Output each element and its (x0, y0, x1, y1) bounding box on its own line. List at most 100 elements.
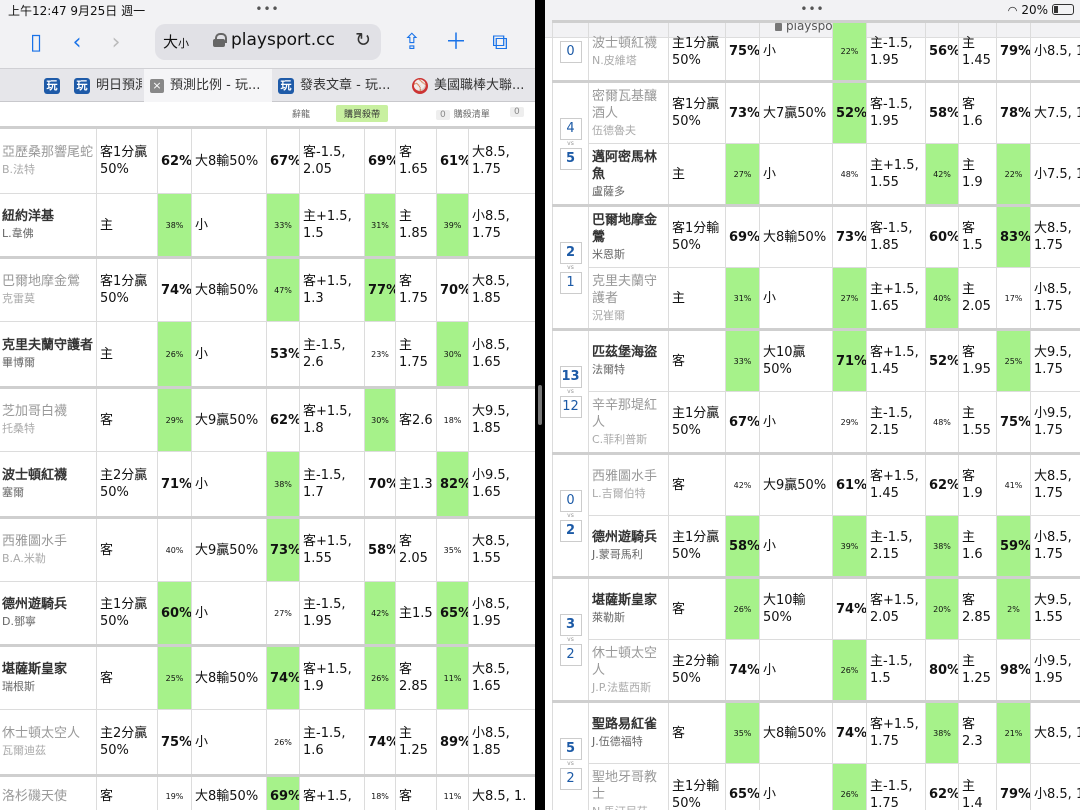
tab-tomorrow[interactable]: 玩明日預測 (74, 69, 142, 102)
bet-option[interactable]: 大8.5, 1.75 (1030, 452, 1080, 516)
bet-option[interactable]: 客 1.95 (958, 328, 997, 392)
bet-option[interactable]: 主2分輸50% (668, 639, 726, 702)
team-cell[interactable]: 波士頓紅襪 塞爾 (0, 451, 97, 518)
tab-predictions[interactable]: × 預測比例 - 玩... (144, 69, 272, 102)
bet-option[interactable]: 客2.3 (958, 700, 997, 764)
bet-option[interactable]: 客 (96, 774, 158, 810)
bet-option[interactable]: 小 (759, 391, 833, 454)
multitask-dots[interactable]: ••• (255, 2, 280, 16)
bet-option[interactable]: 客+1.5, 1.45 (866, 452, 926, 516)
bet-option[interactable]: 小 (191, 321, 267, 388)
bet-option[interactable]: 主 1.55 (958, 391, 997, 454)
team-cell[interactable]: 密爾瓦基釀酒人 伍德魯夫 (588, 80, 669, 144)
bet-option[interactable]: 大7.5, 1. (1030, 80, 1080, 144)
bet-option[interactable]: 大8.5, 1.75 (468, 126, 535, 194)
bet-option[interactable]: 大8.5, 1.65 (468, 644, 535, 710)
team-cell[interactable]: 紐約洋基 L.韋佛 (0, 193, 97, 258)
bet-option[interactable]: 小8.5, 1.65 (468, 321, 535, 388)
bet-option[interactable]: 客 (668, 700, 726, 764)
team-cell[interactable]: 匹茲堡海盜 法爾特 (588, 328, 669, 392)
bet-option[interactable]: 主1.5 (395, 581, 437, 646)
bet-option[interactable]: 主 1.25 (395, 709, 437, 776)
bet-option[interactable]: 主1.4 (958, 763, 997, 810)
bet-option[interactable]: 主1分贏50% (668, 20, 726, 82)
team-cell[interactable]: 辛辛那堤紅人 C.菲利普斯 (588, 391, 669, 454)
bet-option[interactable]: 小 (759, 267, 833, 330)
bet-option[interactable]: 小7.5, 1. (1030, 143, 1080, 206)
bet-option[interactable]: 小 (759, 515, 833, 578)
bet-option[interactable]: 客-1.5, 2.05 (299, 126, 365, 194)
bet-option[interactable]: 主 1.25 (958, 639, 997, 702)
bet-option[interactable]: 小8.5, 1.75 (1030, 267, 1080, 330)
bet-option[interactable]: 小8.5, 1.85 (468, 709, 535, 776)
bet-option[interactable]: 大9.5, 1.55 (1030, 576, 1080, 640)
bet-option[interactable]: 大7贏50% (759, 80, 833, 144)
team-cell[interactable]: 亞歷桑那響尾蛇 B.法特 (0, 126, 97, 194)
team-cell[interactable]: 堪薩斯皇家 萊勒斯 (588, 576, 669, 640)
bet-option[interactable]: 大8輸50% (759, 700, 833, 764)
bet-option[interactable]: 主 (668, 143, 726, 206)
bet-option[interactable]: 客1分贏50% (668, 80, 726, 144)
bet-option[interactable]: 客1分贏50% (96, 256, 158, 322)
bet-option[interactable]: 小 (191, 581, 267, 646)
bet-option[interactable]: 主 1.75 (395, 321, 437, 388)
team-cell[interactable]: 德州遊騎兵 D.鄧寧 (0, 581, 97, 646)
team-cell[interactable]: 克里夫蘭守護者 況崔爾 (588, 267, 669, 330)
bet-option[interactable]: 小 (191, 451, 267, 518)
bet-option[interactable]: 主2分贏50% (96, 709, 158, 776)
team-cell[interactable]: 波士頓紅襪 N.皮維塔 (588, 20, 669, 82)
bet-option[interactable]: 小 (759, 763, 833, 810)
forward-icon[interactable]: › (111, 30, 121, 55)
team-cell[interactable]: 德州遊騎兵 J.蒙哥馬利 (588, 515, 669, 578)
split-divider[interactable] (535, 0, 545, 810)
bet-option[interactable]: 大8.5, 1. (468, 774, 535, 810)
bet-option[interactable]: 大8.5, 1.75 (1030, 204, 1080, 268)
team-cell[interactable]: 聖地牙哥教士N.馬汀尼茲 (588, 763, 669, 810)
bet-option[interactable]: 大9贏50% (191, 386, 267, 452)
team-cell[interactable]: 西雅圖水手 L.吉爾伯特 (588, 452, 669, 516)
bet-option[interactable]: 小 (191, 193, 267, 258)
tab-post[interactable]: 玩發表文章 - 玩... (278, 69, 404, 102)
bet-option[interactable]: 客 1.65 (395, 126, 437, 194)
bet-option[interactable]: 主+1.5, 1.55 (866, 143, 926, 206)
bet-option[interactable]: 大9.5, 1.85 (468, 386, 535, 452)
bet-option[interactable]: 大8輸50% (191, 774, 267, 810)
bet-option[interactable]: 主1分贏50% (96, 581, 158, 646)
address-bar[interactable]: 大小 playsport.cc ↻ (155, 24, 381, 60)
bet-option[interactable]: 大8.5, 1.85 (468, 256, 535, 322)
tab-prefix[interactable]: 玩 (44, 69, 66, 102)
bet-option[interactable]: 主-1.5, 1.95 (866, 20, 926, 82)
team-cell[interactable]: 芝加哥白襪 托桑特 (0, 386, 97, 452)
bet-option[interactable]: 客 2.85 (958, 576, 997, 640)
split-handle[interactable] (538, 385, 542, 425)
multitask-dots[interactable]: ••• (800, 2, 825, 16)
bet-option[interactable]: 客+1.5, 1.55 (299, 516, 365, 582)
back-icon[interactable]: ‹ (72, 30, 82, 55)
bet-option[interactable]: 主 1.85 (395, 193, 437, 258)
bet-option[interactable]: 客 (668, 328, 726, 392)
bet-option[interactable]: 大9贏50% (759, 452, 833, 516)
bet-option[interactable]: 客 (96, 386, 158, 452)
bet-option[interactable]: 客1.6 (958, 80, 997, 144)
bet-option[interactable]: 主 (668, 267, 726, 330)
bet-option[interactable]: 客+1.5, 1.3 (299, 256, 365, 322)
new-tab-icon[interactable]: ＋ (444, 30, 467, 55)
bet-option[interactable]: 主-1.5, 1.7 (299, 451, 365, 518)
bet-option[interactable]: 主 (96, 193, 158, 258)
bet-option[interactable]: 大8輸50% (191, 126, 267, 194)
bet-option[interactable]: 主-1.5, 2.15 (866, 391, 926, 454)
bet-option[interactable]: 客 (668, 452, 726, 516)
team-cell[interactable]: 邁阿密馬林魚 盧薩多 (588, 143, 669, 206)
bet-option[interactable]: 主-1.5, 1.95 (299, 581, 365, 646)
team-cell[interactable]: 休士頓太空人 J.P.法藍西斯 (588, 639, 669, 702)
team-cell[interactable]: 西雅圖水手 B.A.米勒 (0, 516, 97, 582)
bet-option[interactable]: 主1.3 (395, 451, 437, 518)
bet-option[interactable]: 客2.6 (395, 386, 437, 452)
bet-option[interactable]: 大10贏50% (759, 328, 833, 392)
team-cell[interactable]: 洛杉磯天使 (0, 774, 97, 810)
bet-option[interactable]: 主2分贏50% (96, 451, 158, 518)
bet-option[interactable]: 主 1.45 (958, 20, 997, 82)
bet-option[interactable]: 大9贏50% (191, 516, 267, 582)
bet-option[interactable]: 主1.9 (958, 143, 997, 206)
bet-option[interactable]: 大8輸50% (759, 204, 833, 268)
